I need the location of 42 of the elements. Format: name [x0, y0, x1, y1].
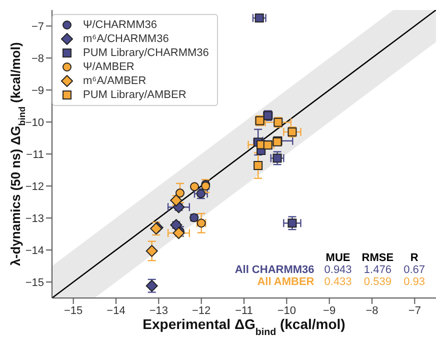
legend-label: m⁶A/AMBER [83, 74, 146, 88]
x-tick-label: −15 [64, 304, 83, 317]
annotation: 0.67 [402, 264, 426, 276]
annotation: MUE [324, 252, 352, 264]
legend-label: m⁶A/CHARMM36 [83, 32, 169, 46]
y-tick-label: −11 [26, 148, 44, 161]
x-tick-label: −14 [106, 304, 126, 317]
annotation: All AMBER [256, 276, 316, 288]
point [288, 218, 297, 228]
x-tick-label: −8 [366, 304, 378, 317]
x-tick-label: −13 [149, 304, 168, 317]
x-tick-label: −10 [277, 304, 296, 317]
y-tick-label: −15 [25, 276, 44, 289]
annotation: R [409, 252, 420, 264]
annotation: 0.93 [402, 276, 426, 288]
point [263, 140, 272, 150]
annotation: 0.943 [323, 264, 353, 276]
annotation: 0.539 [362, 276, 392, 288]
legend-label: Ψ/CHARMM36 [83, 18, 157, 32]
annotation: All CHARMM36 [234, 264, 316, 276]
y-tick-label: −8 [31, 52, 44, 65]
legend-label: PUM Library/AMBER [83, 88, 186, 102]
y-tick-label: −9 [31, 84, 44, 97]
point [146, 244, 158, 257]
point [190, 182, 200, 192]
annotation: RMSE [360, 252, 395, 264]
x-tick-label: −7 [408, 304, 421, 317]
y-tick-label: −10 [25, 116, 44, 129]
y-tick-label: −12 [25, 180, 44, 193]
legend-label: Ψ/AMBER [83, 60, 134, 74]
point [254, 14, 264, 22]
x-tick-label: −9 [323, 304, 336, 317]
x-axis-title: Experimental ΔG$_{bind}$ (kcal/mol) [142, 316, 346, 338]
y-tick-label: −14 [25, 244, 44, 257]
legend-label: PUM Library/CHARMM36 [83, 46, 209, 60]
point [254, 161, 263, 170]
y-tick-label: −13 [25, 212, 44, 225]
annotation: 1.476 [362, 264, 392, 276]
x-tick-label: −12 [192, 304, 211, 317]
x-tick-label: −11 [235, 304, 253, 317]
annotation: 0.433 [323, 276, 353, 288]
y-tick-label: −7 [31, 20, 44, 33]
